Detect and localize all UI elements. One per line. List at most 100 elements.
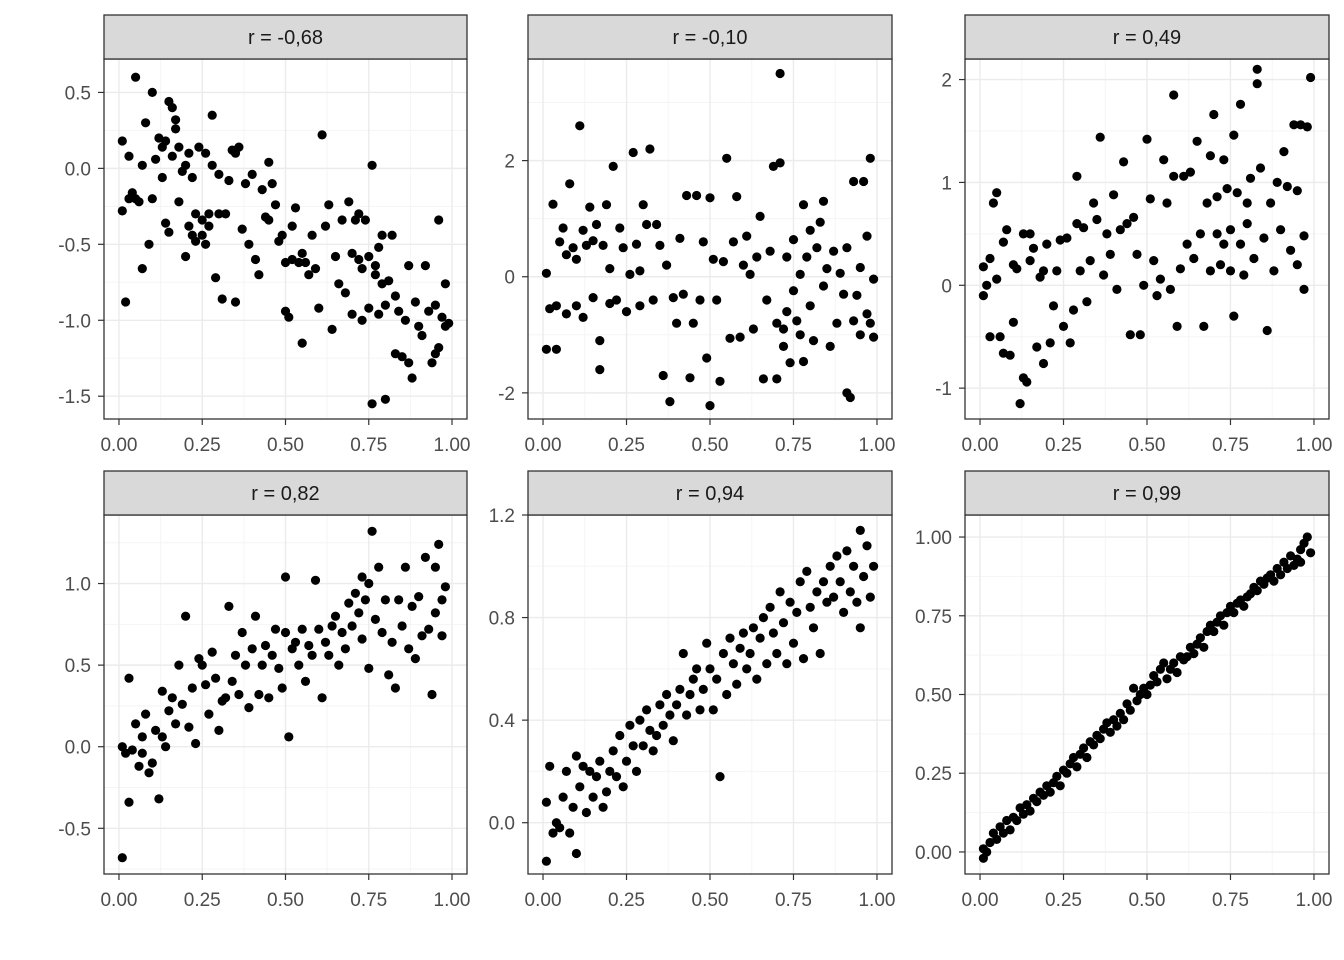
data-point — [1012, 264, 1022, 274]
data-point — [698, 237, 708, 247]
data-point — [161, 742, 171, 752]
data-point — [1062, 768, 1072, 778]
data-point — [1052, 266, 1062, 276]
data-point — [250, 254, 261, 265]
data-point — [718, 648, 729, 659]
data-point — [778, 618, 789, 628]
data-point — [207, 647, 217, 657]
x-tick-label: 1.00 — [434, 435, 471, 456]
data-point — [410, 654, 420, 664]
data-point — [1235, 99, 1246, 109]
data-point — [802, 252, 812, 262]
data-point — [300, 257, 311, 268]
data-point — [1102, 229, 1112, 239]
data-point — [712, 674, 722, 684]
data-point — [240, 179, 251, 189]
data-point — [357, 634, 367, 644]
panel-3: r = 0,49 0.00 0.25 0.50 0.75 1.00 -1 0 1 2 — [935, 14, 1332, 456]
data-point — [1172, 321, 1182, 331]
data-point — [290, 637, 301, 647]
data-point — [678, 648, 688, 659]
data-point — [377, 230, 387, 240]
data-point — [1142, 134, 1152, 144]
data-point — [1252, 79, 1262, 89]
data-point — [601, 787, 612, 797]
data-point — [244, 703, 254, 713]
data-point — [578, 312, 588, 322]
data-point — [284, 732, 294, 742]
data-point — [998, 237, 1009, 247]
data-point — [772, 374, 782, 384]
data-point — [805, 225, 815, 235]
data-point — [270, 200, 281, 210]
data-point — [855, 525, 865, 536]
data-point — [1245, 173, 1256, 183]
data-point — [1042, 239, 1052, 249]
data-point — [775, 587, 785, 597]
data-point — [370, 614, 380, 625]
data-point — [327, 621, 337, 631]
y-tick-label: 0.8 — [489, 609, 515, 630]
data-point — [775, 158, 785, 168]
data-point — [380, 394, 390, 404]
data-point — [782, 659, 792, 669]
data-point — [1242, 198, 1252, 208]
data-point — [1169, 90, 1179, 100]
data-point — [1025, 229, 1035, 239]
data-point — [1239, 601, 1249, 611]
data-point — [575, 782, 585, 792]
data-point — [1219, 155, 1229, 165]
y-tick-label: -0.5 — [58, 235, 91, 256]
data-point — [1205, 151, 1215, 161]
data-point — [561, 309, 572, 319]
data-point — [1229, 311, 1239, 321]
data-point — [978, 262, 989, 272]
data-point — [374, 242, 384, 252]
x-tick-label: 0.75 — [775, 435, 812, 456]
data-point — [347, 621, 357, 631]
data-point — [758, 374, 769, 384]
x-tick-label: 0.50 — [1129, 890, 1166, 911]
data-point — [808, 336, 819, 346]
data-point — [1149, 256, 1159, 266]
data-point — [598, 802, 608, 812]
data-point — [161, 218, 171, 228]
data-point — [197, 230, 207, 240]
data-point — [692, 190, 702, 201]
data-point — [588, 293, 598, 303]
data-point — [695, 705, 705, 715]
data-point — [221, 209, 231, 219]
data-point — [1209, 626, 1219, 637]
data-point — [595, 756, 605, 766]
data-point — [772, 648, 782, 659]
data-point — [247, 169, 257, 179]
data-point — [154, 794, 164, 804]
data-point — [171, 124, 181, 134]
data-point — [137, 732, 147, 742]
x-tick-label: 1.00 — [858, 890, 895, 911]
data-point — [207, 110, 217, 120]
data-point — [407, 373, 417, 383]
data-point — [648, 746, 658, 756]
data-point — [855, 330, 865, 340]
data-point — [364, 578, 374, 589]
x-tick-label: 1.00 — [1295, 890, 1332, 911]
data-point — [364, 251, 374, 262]
data-point — [277, 683, 287, 693]
data-point — [541, 268, 552, 278]
data-point — [698, 684, 708, 695]
data-point — [1099, 270, 1109, 280]
data-point — [1195, 229, 1205, 239]
data-point — [144, 239, 154, 249]
data-point — [310, 264, 321, 274]
data-point — [832, 318, 842, 328]
data-point — [330, 611, 341, 621]
data-point — [1005, 825, 1015, 835]
data-point — [992, 274, 1002, 284]
data-point — [705, 401, 715, 411]
data-point — [1272, 177, 1282, 187]
data-point — [284, 312, 294, 322]
data-point — [374, 309, 384, 319]
data-point — [420, 261, 430, 271]
data-point — [217, 294, 227, 304]
